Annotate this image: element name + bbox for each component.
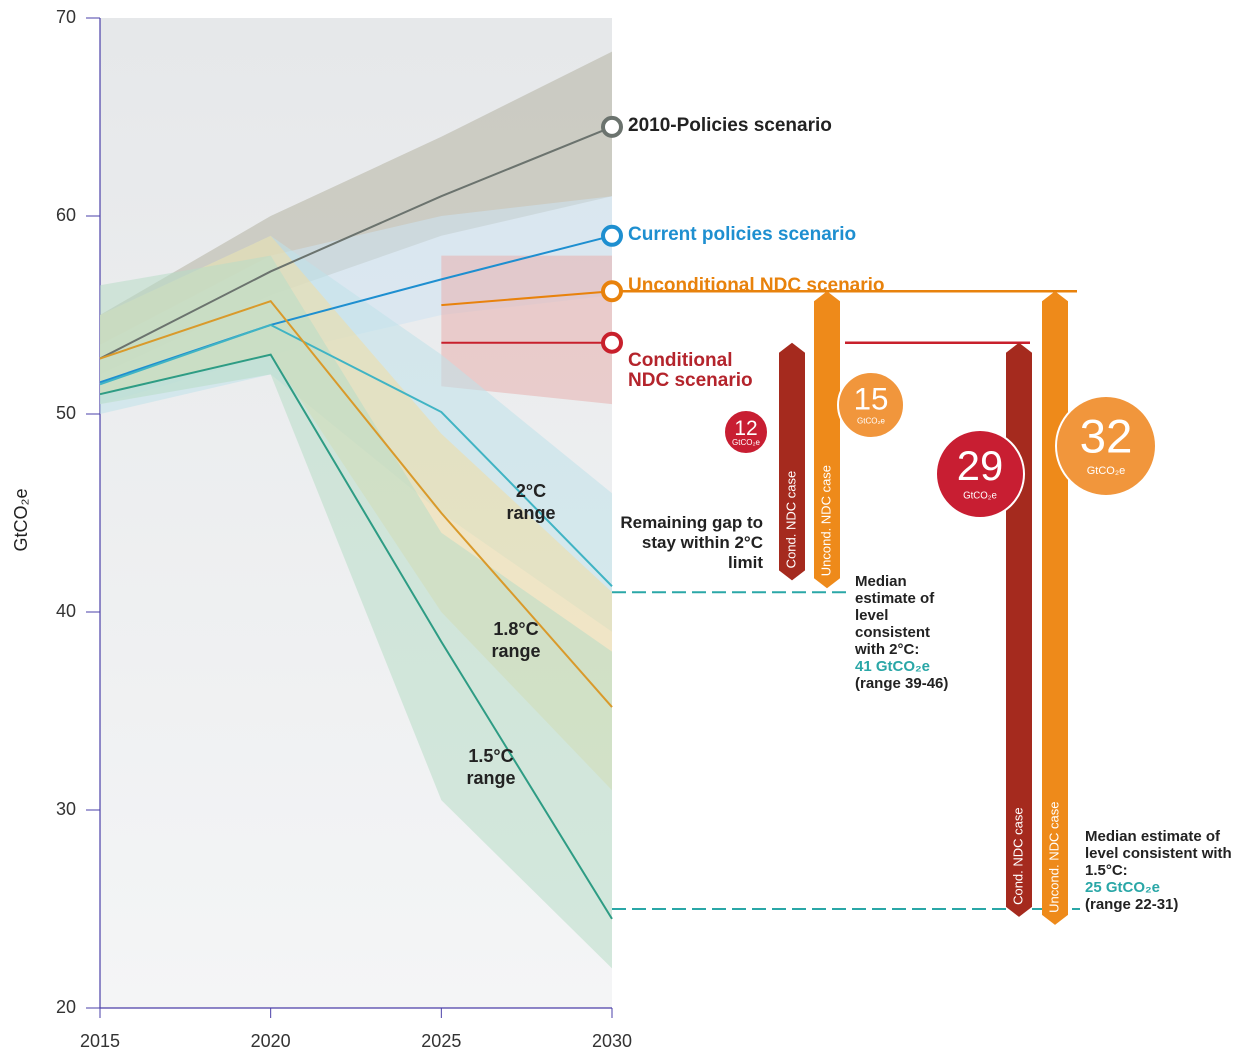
range-label: 2°C range xyxy=(506,481,556,523)
scenario-label: Current policies scenario xyxy=(628,223,857,245)
target-value: 25 GtCO₂e xyxy=(1085,879,1161,896)
series-line xyxy=(441,290,613,307)
y-tick-label: 70 xyxy=(56,7,76,27)
target-range: (range 22-31) xyxy=(1085,896,1179,913)
scenario-end xyxy=(601,280,623,303)
y-tick-label: 50 xyxy=(56,403,76,423)
gap-value: 12 xyxy=(734,417,757,440)
target-range: (range 39-46) xyxy=(855,675,949,692)
y-axis-label: GtCO₂e xyxy=(11,489,31,552)
x-tick-label: 2015 xyxy=(80,1031,120,1051)
gap-bar-label: Uncond. NDC case xyxy=(818,465,833,576)
y-tick-label: 60 xyxy=(56,205,76,225)
range-band xyxy=(100,255,612,969)
gap-circle xyxy=(935,429,1025,519)
x-tick-label: 2020 xyxy=(251,1031,291,1051)
series-line xyxy=(99,125,613,360)
gap-note: Remaining gap to stay within 2°C limit xyxy=(620,513,763,572)
scenario-end xyxy=(601,115,623,138)
gap-value: 15 xyxy=(854,381,889,416)
x-tick-label: 2025 xyxy=(421,1031,461,1051)
target-note: Median estimate of level consistent with… xyxy=(855,573,955,692)
target-value: 41 GtCO₂e xyxy=(855,658,931,675)
gap-bar xyxy=(779,342,805,581)
target-text: Median estimate of level consistent with… xyxy=(855,573,935,658)
range-band xyxy=(441,255,612,405)
range-label: 1.8°C range xyxy=(491,619,541,661)
gap-bar-label: Cond. NDC case xyxy=(1010,807,1025,905)
scenario-label: Conditional NDC scenario xyxy=(628,349,753,391)
gap-bar xyxy=(814,291,840,589)
scenario-end xyxy=(601,331,623,354)
y-tick-label: 30 xyxy=(56,799,76,819)
gap-value: 29 xyxy=(957,442,1004,489)
scenario-end xyxy=(601,224,623,247)
gap-circle xyxy=(723,409,769,455)
gap-circle xyxy=(1055,395,1157,497)
target-text: Median estimate of level consistent with… xyxy=(1085,828,1232,879)
gap-bar-label: Uncond. NDC case xyxy=(1046,802,1061,913)
range-label: 1.5°C range xyxy=(466,746,516,788)
series-line xyxy=(99,299,613,708)
gap-unit: GtCO₂e xyxy=(1087,465,1126,477)
gap-bar-label: Cond. NDC case xyxy=(783,471,798,569)
gap-circle xyxy=(837,371,905,439)
x-tick-label: 2030 xyxy=(592,1031,632,1051)
gap-unit: GtCO₂e xyxy=(963,491,997,502)
y-tick-label: 20 xyxy=(56,997,76,1017)
scenario-label: 2010-Policies scenario xyxy=(628,114,832,136)
gap-value: 32 xyxy=(1080,411,1133,464)
gap-unit: GtCO₂e xyxy=(732,438,761,447)
series-line xyxy=(99,353,613,920)
y-tick-label: 40 xyxy=(56,601,76,621)
gap-unit: GtCO₂e xyxy=(857,417,886,426)
series-line xyxy=(99,323,613,587)
scenario-label: Unconditional NDC scenario xyxy=(628,275,885,297)
target-note: Median estimate of level consistent with… xyxy=(1085,828,1235,913)
